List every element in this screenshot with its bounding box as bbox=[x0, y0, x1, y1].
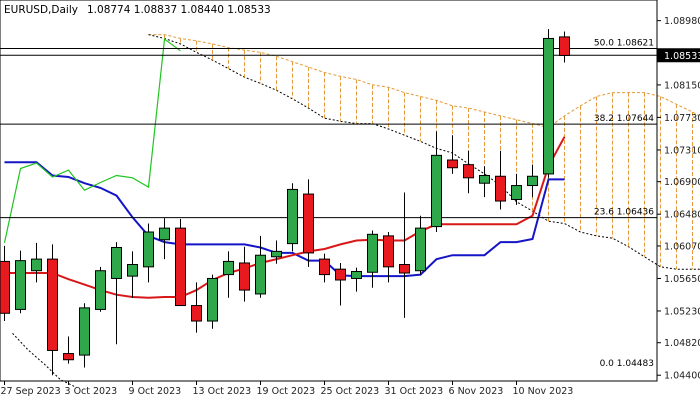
price-tick-label: 1.07310 bbox=[664, 145, 700, 156]
price-tick-label: 1.06900 bbox=[664, 177, 700, 188]
time-tick-label: 25 Oct 2023 bbox=[321, 386, 380, 397]
time-tick-label: 27 Sep 2023 bbox=[1, 386, 61, 397]
bullish-candle bbox=[160, 228, 170, 240]
bearish-candle bbox=[448, 160, 458, 168]
price-tick-label: 1.05230 bbox=[664, 306, 700, 317]
bearish-candle bbox=[384, 236, 394, 267]
bearish-candle bbox=[240, 263, 250, 290]
time-tick-label: 6 Nov 2023 bbox=[449, 386, 504, 397]
bullish-candle bbox=[16, 261, 26, 310]
bullish-candle bbox=[368, 234, 378, 272]
bearish-candle bbox=[176, 228, 186, 305]
bearish-candle bbox=[400, 265, 410, 274]
bullish-candle bbox=[32, 259, 42, 271]
time-tick-label: 31 Oct 2023 bbox=[385, 386, 444, 397]
bullish-candle bbox=[128, 265, 138, 277]
current-price-marker: 1.08533 bbox=[657, 48, 700, 62]
bearish-candle bbox=[320, 259, 330, 274]
bullish-candle bbox=[80, 308, 90, 355]
time-tick-label: 9 Oct 2023 bbox=[129, 386, 182, 397]
price-tick-label: 1.06070 bbox=[664, 241, 700, 252]
bearish-candle bbox=[0, 261, 10, 313]
bearish-candle bbox=[560, 37, 570, 56]
bullish-candle bbox=[224, 261, 234, 274]
fib-level-label: 38.2 1.07644 bbox=[594, 114, 654, 124]
bullish-candle bbox=[352, 271, 362, 278]
bullish-candle bbox=[416, 228, 426, 271]
bearish-candle bbox=[464, 165, 474, 178]
bearish-candle bbox=[496, 176, 506, 201]
bullish-candle bbox=[480, 175, 490, 183]
time-tick-label: 13 Oct 2023 bbox=[193, 386, 252, 397]
bullish-candle bbox=[544, 38, 554, 173]
price-tick-label: 1.06480 bbox=[664, 210, 700, 221]
ohlc-header: 1.08774 1.08837 1.08440 1.08533 bbox=[87, 4, 271, 16]
bearish-candle bbox=[336, 269, 346, 280]
price-tick-label: 1.04820 bbox=[664, 338, 700, 349]
bullish-candle bbox=[256, 255, 266, 294]
time-tick-label: 19 Oct 2023 bbox=[257, 386, 316, 397]
fib-level-label: 50.0 1.08621 bbox=[594, 38, 654, 48]
price-tick-label: 1.07730 bbox=[664, 113, 700, 124]
bullish-candle bbox=[288, 189, 298, 243]
current-price-label: 1.08533 bbox=[664, 51, 700, 62]
bullish-candle bbox=[112, 247, 122, 278]
bullish-candle bbox=[512, 186, 522, 200]
fib-level-label: 0.0 1.04483 bbox=[600, 359, 654, 369]
bearish-candle bbox=[48, 259, 58, 350]
price-tick-label: 1.04400 bbox=[664, 371, 700, 382]
bullish-candle bbox=[528, 176, 538, 185]
bullish-candle bbox=[208, 278, 218, 321]
price-tick-label: 1.08150 bbox=[664, 80, 700, 91]
bearish-candle bbox=[192, 306, 202, 321]
bearish-candle bbox=[64, 354, 74, 360]
time-tick-label: 3 Oct 2023 bbox=[65, 386, 118, 397]
chart-title-symbol: EURUSD,Daily bbox=[4, 4, 78, 16]
price-tick-label: 1.08980 bbox=[664, 16, 700, 27]
fib-level-label: 23.6 1.06436 bbox=[594, 208, 654, 218]
price-tick-label: 1.05650 bbox=[664, 274, 700, 285]
bullish-candle bbox=[432, 155, 442, 226]
bullish-candle bbox=[272, 251, 282, 256]
bullish-candle bbox=[96, 271, 106, 310]
bullish-candle bbox=[144, 232, 154, 267]
bearish-candle bbox=[304, 194, 314, 253]
time-tick-label: 10 Nov 2023 bbox=[513, 386, 574, 397]
